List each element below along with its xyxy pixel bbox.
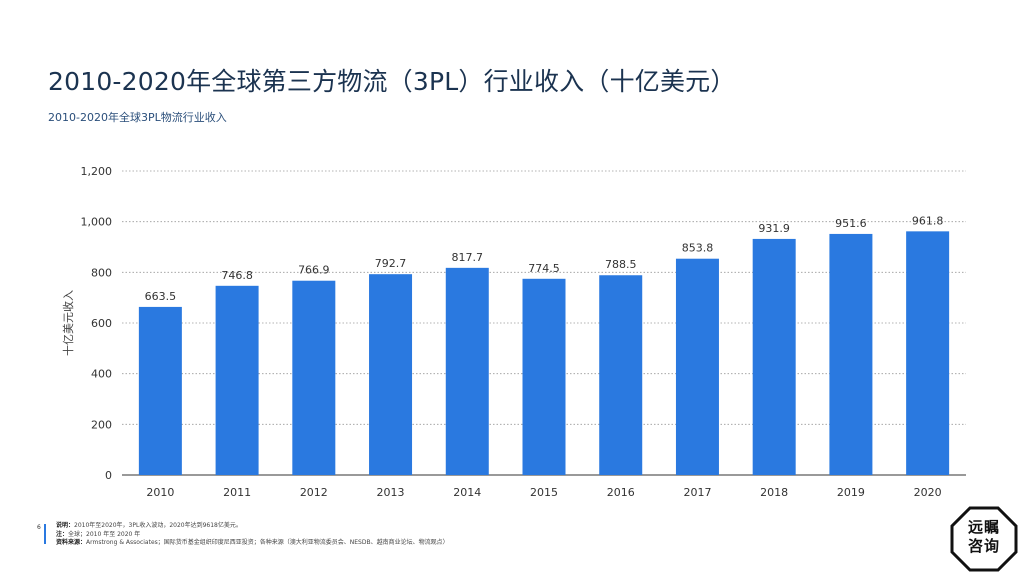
footnote-source-text: Armstrong & Associates；国际货币基金组织印度尼西亚投资；各… xyxy=(86,539,449,546)
logo-text: 远瞩 咨询 xyxy=(950,518,1018,556)
bar xyxy=(522,278,566,475)
y-tick-label: 600 xyxy=(91,317,112,330)
x-tick-label: 2017 xyxy=(683,486,711,499)
data-label: 792.7 xyxy=(375,257,407,270)
bar xyxy=(292,280,336,475)
data-label: 774.5 xyxy=(528,262,560,275)
footnote-scope: 注：全球；2010 年至 2020 年 xyxy=(44,531,449,540)
x-tick-label: 2010 xyxy=(146,486,174,499)
footnote-note-text: 2010年至2020年，3PL收入波动，2020年达到9618亿美元。 xyxy=(74,522,242,529)
logo-line-1: 远瞩 xyxy=(967,518,1000,536)
page-number: 6 xyxy=(37,524,41,531)
data-label: 746.8 xyxy=(221,269,253,282)
company-logo: 远瞩 咨询 xyxy=(950,506,1018,572)
data-label: 788.5 xyxy=(605,258,637,271)
footnote-note: 说明：2010年至2020年，3PL收入波动，2020年达到9618亿美元。 xyxy=(44,522,449,531)
bar xyxy=(829,233,873,475)
bar xyxy=(138,306,182,475)
footnote-source: 资料来源：Armstrong & Associates；国际货币基金组织印度尼西… xyxy=(44,539,449,548)
footnote-source-label: 资料来源： xyxy=(56,539,87,546)
footnote-note-label: 说明： xyxy=(56,522,75,529)
x-tick-label: 2011 xyxy=(223,486,251,499)
y-tick-label: 1,200 xyxy=(81,165,113,178)
bar xyxy=(445,267,489,475)
footnote-scope-label: 注： xyxy=(56,530,69,538)
data-label: 853.8 xyxy=(682,242,714,255)
y-tick-label: 400 xyxy=(91,368,112,381)
x-tick-label: 2015 xyxy=(530,486,558,499)
data-label: 931.9 xyxy=(758,222,790,235)
chart-subtitle: 2010-2020年全球3PL物流行业收入 xyxy=(48,111,227,124)
x-tick-label: 2013 xyxy=(377,486,405,499)
footnote-block: 说明：2010年至2020年，3PL收入波动，2020年达到9618亿美元。 注… xyxy=(44,522,449,548)
bar xyxy=(599,275,643,475)
x-tick-label: 2014 xyxy=(453,486,481,499)
x-tick-label: 2016 xyxy=(607,486,635,499)
bar xyxy=(906,231,950,475)
x-tick-label: 2018 xyxy=(760,486,788,499)
x-tick-label: 2012 xyxy=(300,486,328,499)
footnote-scope-text: 全球；2010 年至 2020 年 xyxy=(68,530,141,538)
bar xyxy=(675,258,719,475)
bar xyxy=(369,274,413,475)
data-label: 817.7 xyxy=(452,251,484,264)
data-label: 961.8 xyxy=(912,214,944,227)
y-tick-label: 0 xyxy=(105,469,112,482)
y-tick-label: 800 xyxy=(91,266,112,279)
y-tick-label: 200 xyxy=(91,418,112,431)
x-tick-label: 2019 xyxy=(837,486,865,499)
chart-title: 2010-2020年全球第三方物流（3PL）行业收入（十亿美元） xyxy=(48,67,736,96)
footnote-accent-bar xyxy=(44,524,46,544)
data-label: 766.9 xyxy=(298,264,330,277)
logo-line-2: 咨询 xyxy=(967,537,1000,555)
data-label: 663.5 xyxy=(145,290,177,303)
y-tick-label: 1,000 xyxy=(81,216,113,229)
bar xyxy=(215,285,259,475)
logo-octagon-frame xyxy=(950,506,1018,572)
x-tick-label: 2020 xyxy=(914,486,942,499)
bar xyxy=(752,238,796,475)
data-label: 951.6 xyxy=(835,217,867,230)
y-axis-label: 十亿美元收入 xyxy=(61,290,75,356)
